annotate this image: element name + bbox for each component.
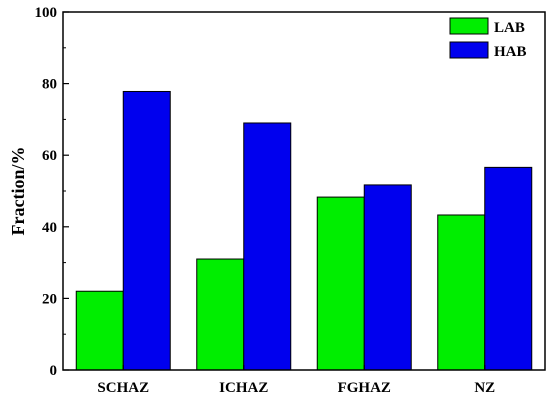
y-tick-label: 100 [35, 5, 58, 21]
bars-layer [75, 90, 533, 371]
bar-hab-ichaz [243, 122, 292, 371]
legend-swatch-hab [449, 41, 489, 59]
x-tick-label: ICHAZ [219, 380, 268, 396]
bar-lab-nz [437, 214, 486, 371]
bar-hab-nz [484, 166, 533, 371]
y-tick-label: 0 [50, 363, 58, 379]
legend-label-hab: HAB [494, 44, 527, 60]
legend-label-lab: LAB [494, 20, 525, 36]
legend-swatch-lab [449, 17, 489, 35]
y-axis-title: Fraction/% [8, 147, 28, 236]
bar-hab-fghaz [363, 184, 412, 371]
x-tick-label: NZ [474, 380, 495, 396]
y-tick-label: 80 [42, 77, 57, 93]
bar-lab-fghaz [316, 196, 365, 371]
bar-hab-schaz [122, 90, 171, 371]
legend: LAB HAB [449, 17, 527, 60]
y-tick-label: 60 [42, 148, 57, 164]
axes-layer: SCHAZ ICHAZ FGHAZ NZ 0 20 40 60 80 100 [35, 5, 546, 396]
bar-lab-schaz [75, 290, 124, 371]
bar-lab-ichaz [196, 258, 245, 371]
x-tick-label: SCHAZ [97, 380, 149, 396]
y-tick-label: 20 [42, 291, 57, 307]
y-tick-label: 40 [42, 220, 57, 236]
x-tick-label: FGHAZ [338, 380, 391, 396]
